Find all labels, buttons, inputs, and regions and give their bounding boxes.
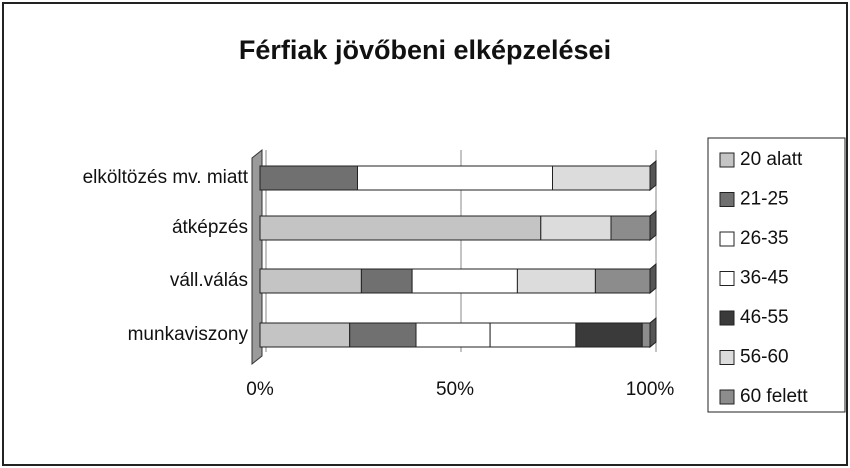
- bar-segment: [415, 322, 491, 348]
- legend-label: 20 alatt: [740, 149, 803, 170]
- bar-depth: [649, 316, 657, 349]
- bar-segment: [641, 322, 651, 348]
- bar-segment: [540, 215, 612, 241]
- bar-segment: [360, 268, 413, 294]
- bar-segment: [349, 322, 417, 348]
- bar-segment: [489, 322, 577, 348]
- y-tick-label: átképzés: [172, 217, 248, 238]
- legend-box: [707, 137, 846, 413]
- bar-depth: [649, 209, 657, 242]
- y-tick-label: munkaviszony: [128, 324, 249, 345]
- bar-depth: [649, 159, 657, 192]
- legend-label: 56-60: [740, 347, 789, 368]
- x-tick-label: 50%: [436, 379, 474, 400]
- bar-segment: [259, 215, 542, 241]
- x-tick-label: 100%: [626, 379, 675, 400]
- legend-swatch: [719, 310, 735, 326]
- bar-segment: [575, 322, 643, 348]
- bar-segment: [259, 322, 351, 348]
- legend-label: 60 felett: [740, 386, 808, 407]
- bar-segment: [552, 165, 651, 191]
- bar-segment: [259, 165, 358, 191]
- bar-segment: [594, 268, 651, 294]
- y-tick-label: váll.válás: [170, 270, 248, 291]
- x-tick-label: 0%: [246, 379, 274, 400]
- legend-label: 36-45: [740, 268, 789, 289]
- bar-segment: [516, 268, 596, 294]
- legend-label: 46-55: [740, 307, 789, 328]
- legend-label: 26-35: [740, 228, 789, 249]
- chart-title: Férfiak jövőbeni elképzelései: [239, 35, 611, 65]
- legend-swatch: [719, 389, 735, 405]
- y-tick-label: elköltözés mv. miatt: [83, 167, 249, 188]
- legend-swatch: [719, 271, 735, 286]
- bar-segment: [259, 268, 362, 294]
- bar-depth: [649, 262, 657, 295]
- legend-swatch: [719, 192, 735, 207]
- bar-segment: [357, 165, 553, 191]
- legend-swatch: [719, 350, 735, 365]
- legend-swatch: [719, 231, 735, 247]
- bar-segment: [610, 215, 651, 241]
- legend-swatch: [719, 152, 735, 168]
- bar-segment: [411, 268, 518, 294]
- legend-label: 21-25: [740, 189, 789, 210]
- side-wall: [251, 148, 263, 366]
